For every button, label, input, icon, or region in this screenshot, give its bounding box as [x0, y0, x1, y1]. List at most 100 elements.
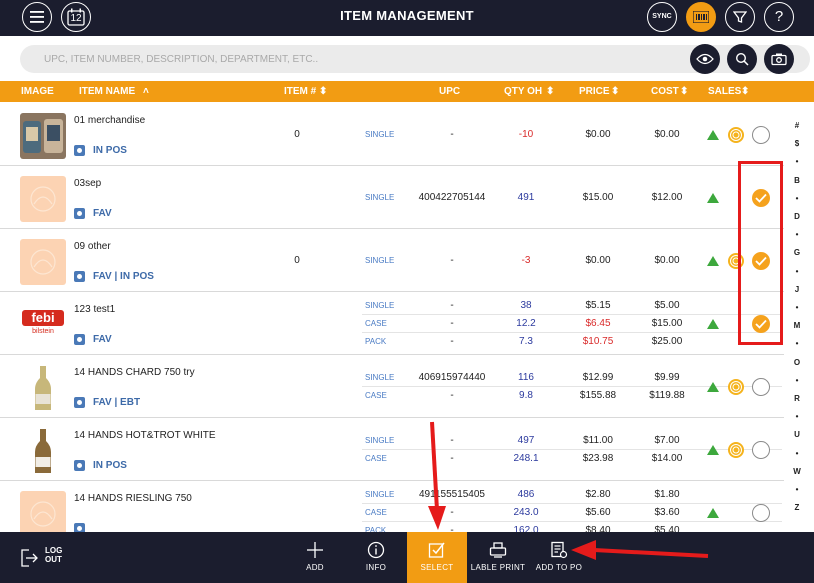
alphabet-index-item[interactable]: W — [793, 466, 801, 476]
alphabet-index-item[interactable]: • — [795, 412, 799, 422]
alphabet-index-item[interactable]: • — [795, 157, 799, 167]
table-row[interactable]: 01 merchandise IN POS 0 SINGLE - -10 $0.00 $0.0… — [0, 103, 784, 166]
selected-checkmark[interactable] — [752, 189, 770, 207]
help-button[interactable]: ? — [764, 2, 794, 32]
logout-button[interactable]: LOG OUT — [18, 544, 88, 574]
barcode-scanner-button[interactable] — [686, 2, 716, 32]
alphabet-index-item[interactable]: B — [794, 175, 800, 185]
alphabet-index-item[interactable]: • — [795, 339, 799, 349]
column-item-name[interactable]: ITEM NAME — [79, 86, 136, 97]
brand-logo-image: febi bilstein — [20, 302, 66, 348]
search-input[interactable] — [20, 45, 680, 73]
column-item-number[interactable]: ITEM # — [284, 86, 317, 97]
add-to-po-button[interactable]: ADD TO PO — [529, 532, 589, 583]
qty-on-hand: 116 — [518, 372, 534, 383]
table-row[interactable]: 14 HANDS HOT&TROT WHITE IN POS SINGLE - 497 $… — [0, 418, 784, 481]
sales-up-icon — [707, 319, 719, 329]
search-button[interactable] — [727, 44, 757, 74]
promotion-badge-icon[interactable] — [727, 441, 745, 459]
qty-on-hand: 243.0 — [513, 507, 539, 518]
info-button[interactable]: INFO — [346, 532, 406, 583]
filter-button[interactable] — [725, 2, 755, 32]
brand-logo-text: febi — [31, 310, 55, 325]
label-print-button[interactable]: LABLE PRINT — [468, 532, 528, 583]
item-tags: FAV — [93, 208, 112, 219]
alphabet-index-item[interactable]: • — [795, 448, 799, 458]
alphabet-index-item[interactable]: M — [793, 321, 801, 331]
alphabet-index-item[interactable]: • — [795, 375, 799, 385]
item-name: 14 HANDS HOT&TROT WHITE — [74, 430, 216, 441]
calendar-icon — [67, 8, 85, 26]
select-radio[interactable] — [752, 378, 770, 396]
selected-checkmark[interactable] — [752, 252, 770, 270]
select-radio[interactable] — [752, 504, 770, 522]
alphabet-index-item[interactable]: • — [795, 485, 799, 494]
alphabet-index-item[interactable]: • — [795, 230, 799, 240]
alphabet-index-item[interactable]: J — [794, 284, 800, 294]
settings-icon[interactable] — [74, 208, 85, 219]
price-value: $6.45 — [585, 318, 611, 329]
promotion-badge-icon[interactable] — [727, 126, 745, 144]
select-radio[interactable] — [752, 441, 770, 459]
settings-icon[interactable] — [74, 271, 85, 282]
pack-row: SINGLE - -3 $0.00 $0.00 — [362, 252, 782, 270]
pack-type: SINGLE — [365, 301, 395, 310]
camera-button[interactable] — [764, 44, 794, 74]
cost-value: $14.00 — [651, 453, 683, 464]
selected-checkmark[interactable] — [752, 315, 770, 333]
settings-icon[interactable] — [74, 397, 85, 408]
info-icon — [367, 541, 385, 559]
settings-icon[interactable] — [74, 334, 85, 345]
visibility-button[interactable] — [690, 44, 720, 74]
info-label: INFO — [365, 563, 387, 572]
alphabet-index-item[interactable]: D — [794, 212, 800, 221]
alphabet-index-item[interactable]: • — [795, 303, 799, 312]
qty-on-hand: 12.2 — [516, 318, 536, 329]
merchandise-photo — [20, 113, 66, 159]
menu-icon — [30, 11, 44, 23]
column-price[interactable]: PRICE — [579, 86, 610, 97]
alphabet-index-item[interactable]: U — [794, 430, 800, 440]
upc-value: - — [450, 300, 454, 311]
select-radio[interactable] — [752, 126, 770, 144]
settings-icon[interactable] — [74, 523, 85, 534]
pack-type: SINGLE — [365, 373, 395, 382]
alphabet-index-item[interactable]: • — [795, 266, 799, 276]
sync-button[interactable]: SYNC — [647, 2, 677, 32]
upc-value: - — [450, 255, 454, 266]
alphabet-index-item[interactable]: G — [793, 248, 801, 258]
select-button[interactable]: SELECT — [407, 532, 467, 583]
qty-on-hand: 491 — [517, 192, 535, 203]
column-sales[interactable]: SALES — [708, 86, 742, 97]
menu-button[interactable] — [22, 2, 52, 32]
table-row[interactable]: 14 HANDS CHARD 750 try FAV | EBT SINGLE 406… — [0, 355, 784, 418]
sort-icon: ⬍ — [741, 86, 750, 97]
alphabet-index-item[interactable]: # — [794, 121, 800, 130]
calendar-button[interactable]: 12 — [61, 2, 91, 32]
item-name: 123 test1 — [74, 304, 116, 315]
pack-type: SINGLE — [365, 256, 395, 265]
column-image: IMAGE — [21, 86, 54, 97]
qty-on-hand: 486 — [517, 489, 535, 500]
table-row[interactable]: 09 other FAV | IN POS 0 SINGLE - -3 $0.00 $0.00 — [0, 229, 784, 292]
settings-icon[interactable] — [74, 145, 85, 156]
alphabet-index-item[interactable]: $ — [794, 139, 800, 149]
settings-icon[interactable] — [74, 460, 85, 471]
table-row[interactable]: 03sep FAV SINGLE 400422705144 491 $15.00 $12.0… — [0, 166, 784, 229]
column-qty-oh[interactable]: QTY OH — [504, 86, 543, 97]
alphabet-index-item[interactable]: Z — [794, 503, 800, 513]
promotion-badge-icon[interactable] — [727, 378, 745, 396]
add-button[interactable]: ADD — [285, 532, 345, 583]
alphabet-index[interactable]: # $ • B • D • G • J • M • O • R • U • W • Z — [784, 103, 810, 533]
alphabet-index-item[interactable]: O — [793, 357, 801, 367]
alphabet-index-item[interactable]: R — [794, 394, 800, 403]
price-value: $155.88 — [579, 390, 617, 401]
pack-type: PACK — [365, 526, 387, 535]
wine-bottle-image — [20, 428, 66, 474]
column-cost[interactable]: COST — [651, 86, 679, 97]
sales-up-icon — [707, 256, 719, 266]
alphabet-index-item[interactable]: • — [795, 193, 799, 203]
pack-type: CASE — [365, 391, 387, 400]
table-row[interactable]: febi bilstein 123 test1 FAV SINGLE - 38 $5.15 $5… — [0, 292, 784, 355]
pack-type: SINGLE — [365, 490, 395, 499]
